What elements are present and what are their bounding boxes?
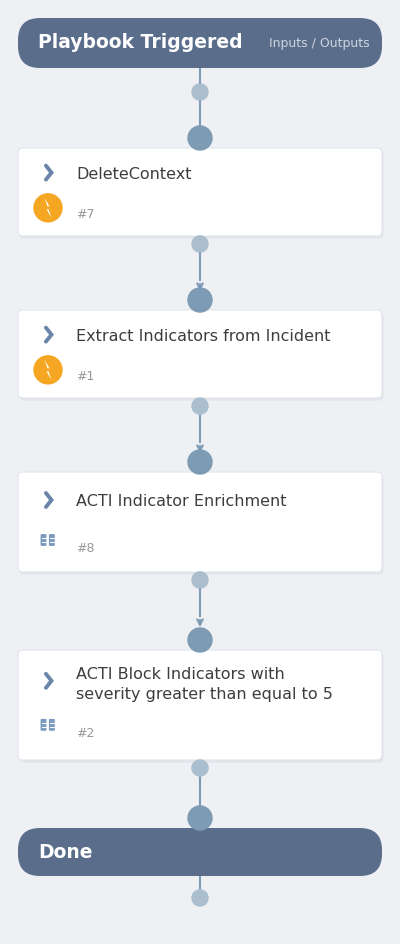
FancyBboxPatch shape xyxy=(20,475,384,575)
FancyBboxPatch shape xyxy=(48,718,55,732)
Circle shape xyxy=(34,356,62,384)
Text: ACTI Indicator Enrichment: ACTI Indicator Enrichment xyxy=(76,495,286,510)
Text: Done: Done xyxy=(38,842,92,862)
Text: DeleteContext: DeleteContext xyxy=(76,167,192,182)
FancyBboxPatch shape xyxy=(40,718,47,732)
Text: ACTI Block Indicators with: ACTI Block Indicators with xyxy=(76,666,285,682)
Text: Inputs / Outputs: Inputs / Outputs xyxy=(269,37,370,49)
Circle shape xyxy=(188,126,212,150)
Text: #2: #2 xyxy=(76,727,94,740)
Circle shape xyxy=(192,572,208,588)
Text: #1: #1 xyxy=(76,370,94,383)
Text: Playbook Triggered: Playbook Triggered xyxy=(38,33,243,53)
Circle shape xyxy=(34,194,62,222)
Text: #8: #8 xyxy=(76,542,94,554)
FancyBboxPatch shape xyxy=(20,150,384,239)
Circle shape xyxy=(192,398,208,414)
FancyBboxPatch shape xyxy=(18,472,382,572)
Polygon shape xyxy=(44,198,52,218)
Circle shape xyxy=(188,628,212,652)
FancyBboxPatch shape xyxy=(40,533,47,547)
Circle shape xyxy=(192,236,208,252)
FancyBboxPatch shape xyxy=(20,652,384,763)
Text: #7: #7 xyxy=(76,209,94,222)
FancyBboxPatch shape xyxy=(18,310,382,398)
Circle shape xyxy=(188,450,212,474)
Circle shape xyxy=(188,288,212,312)
Circle shape xyxy=(192,84,208,100)
Circle shape xyxy=(192,760,208,776)
Circle shape xyxy=(192,890,208,906)
Text: severity greater than equal to 5: severity greater than equal to 5 xyxy=(76,686,333,701)
FancyBboxPatch shape xyxy=(18,828,382,876)
FancyBboxPatch shape xyxy=(18,18,382,68)
FancyBboxPatch shape xyxy=(18,650,382,760)
Text: Extract Indicators from Incident: Extract Indicators from Incident xyxy=(76,329,330,344)
FancyBboxPatch shape xyxy=(18,148,382,236)
FancyBboxPatch shape xyxy=(48,533,55,547)
Circle shape xyxy=(188,806,212,830)
Polygon shape xyxy=(44,360,52,379)
FancyBboxPatch shape xyxy=(20,312,384,400)
